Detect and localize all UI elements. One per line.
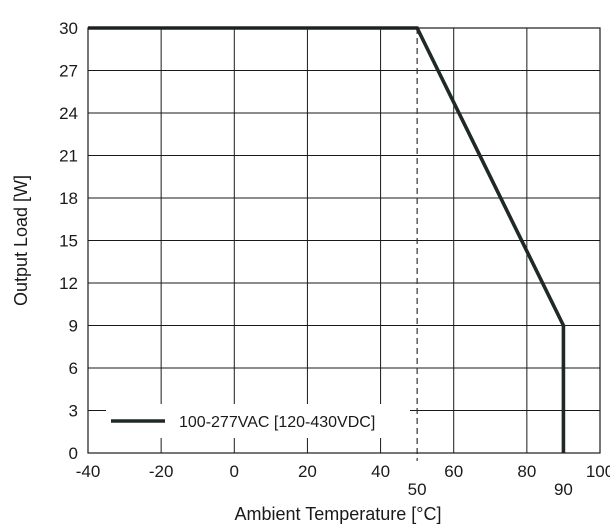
y-tick-label: 21: [59, 147, 78, 166]
y-tick-label: 30: [59, 19, 78, 38]
y-tick-label: 0: [69, 444, 78, 463]
y-tick-label: 12: [59, 274, 78, 293]
x-tick-label: 80: [517, 462, 536, 481]
legend-entry: 100-277VAC [120-430VDC]: [179, 414, 375, 431]
x-tick-label: 20: [298, 462, 317, 481]
y-tick-label: 27: [59, 62, 78, 81]
x-tick-label: 100: [586, 462, 610, 481]
annotation-label: 50: [408, 480, 427, 499]
y-tick-labels: 0 3 6 9 12 15 18 21 24 27 30: [59, 19, 78, 463]
y-tick-label: 15: [59, 232, 78, 251]
x-tick-label: 60: [444, 462, 463, 481]
x-tick-label: -20: [149, 462, 174, 481]
plot-frame: [87, 27, 601, 454]
y-tick-label: 24: [59, 104, 78, 123]
y-tick-label: 9: [69, 317, 78, 336]
y-tick-label: 18: [59, 189, 78, 208]
x-tick-label: 0: [230, 462, 239, 481]
x-axis-label: Ambient Temperature [°C]: [235, 504, 442, 524]
legend: 100-277VAC [120-430VDC]: [106, 404, 410, 438]
x-tick-labels: -40 -20 0 20 40 60 80 100: [76, 462, 610, 481]
annotation-label: 90: [554, 480, 573, 499]
x-tick-label: 40: [371, 462, 390, 481]
y-axis-label: Output Load [W]: [11, 175, 31, 306]
annotation-labels: 50 90: [408, 480, 573, 499]
y-tick-label: 3: [69, 402, 78, 421]
y-tick-label: 6: [69, 359, 78, 378]
x-tick-label: -40: [76, 462, 101, 481]
